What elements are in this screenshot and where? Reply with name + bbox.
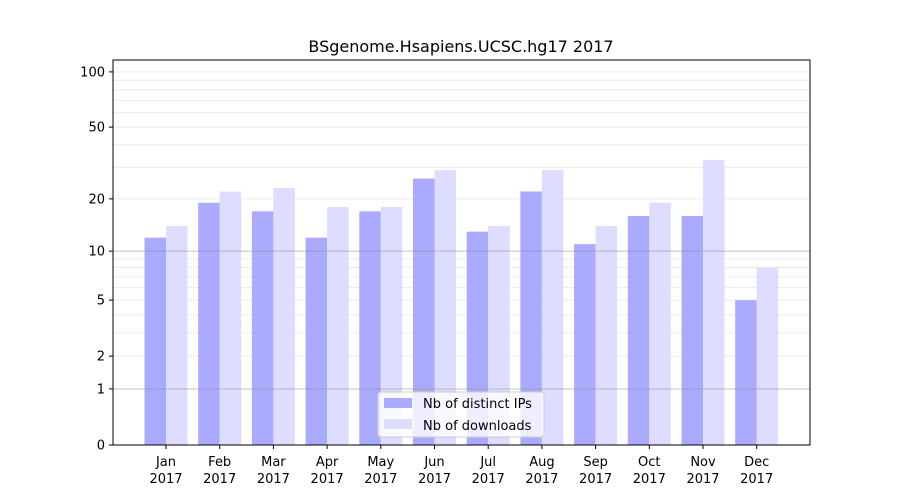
bar-downloads [273,188,295,445]
legend-swatch-downloads [384,419,412,429]
bar-downloads [488,226,510,445]
x-tick-label-year: 2017 [579,472,612,487]
legend-swatch-ips [384,398,412,408]
bar-downloads [595,226,618,445]
x-tick-label-month: Apr [316,455,339,470]
x-tick-label-year: 2017 [149,472,182,487]
x-tick-label-month: Oct [638,455,660,470]
x-tick-label-year: 2017 [364,472,397,487]
bar-distinct-ips [627,215,650,445]
bar-downloads [380,206,403,445]
x-tick-label-year: 2017 [525,472,558,487]
bar-downloads [703,159,725,446]
x-tick-label-year: 2017 [686,472,719,487]
bar-downloads [756,267,779,445]
bar-distinct-ips [574,244,596,445]
bar-distinct-ips [520,191,542,445]
y-tick-label: 0 [97,439,105,454]
x-tick-label-month: Mar [261,455,286,470]
x-tick-label-year: 2017 [418,472,451,487]
x-tick-label-year: 2017 [633,472,666,487]
x-tick-label-month: Feb [208,455,231,470]
x-tick-label-year: 2017 [740,472,773,487]
legend-label-ips: Nb of distinct IPs [423,397,532,412]
bar-distinct-ips [681,215,703,445]
y-tick-label: 2 [97,350,105,365]
x-tick-label-year: 2017 [203,472,236,487]
bar-downloads [166,226,188,445]
x-tick-label-month: Jun [423,455,444,470]
bar-distinct-ips [198,202,220,445]
y-tick-label: 20 [88,192,105,207]
bar-distinct-ips [144,237,166,445]
chart-title: BSgenome.Hsapiens.UCSC.hg17 2017 [308,37,613,56]
x-tick-label-month: May [367,455,394,470]
x-tick-label-month: Dec [744,455,769,470]
x-tick-label-year: 2017 [257,472,290,487]
y-tick-label: 1 [97,382,105,397]
bar-downloads [219,191,242,445]
bar-downloads [649,202,671,445]
x-tick-label-month: Aug [529,455,554,470]
bar-distinct-ips [359,211,381,445]
legend: Nb of distinct IPs Nb of downloads [377,391,545,438]
bar-distinct-ips [251,211,274,445]
x-tick-label-month: Sep [583,455,608,470]
legend-label-downloads: Nb of downloads [423,419,532,434]
x-tick-label-month: Nov [690,455,716,470]
bar-downloads [327,206,349,445]
x-tick-label-year: 2017 [311,472,344,487]
bar-distinct-ips [413,178,435,446]
bar-downloads [434,170,456,445]
x-tick-label-year: 2017 [472,472,505,487]
legend-box [377,391,545,438]
x-tick-label-month: Jan [155,455,176,470]
bar-downloads [541,170,564,445]
bar-distinct-ips [305,237,328,445]
y-tick-label: 50 [88,121,105,136]
x-tick-label-month: Jul [479,455,496,470]
y-tick-label: 10 [88,245,105,260]
bar-distinct-ips [735,300,757,445]
y-tick-label: 5 [97,294,105,309]
y-tick-label: 100 [80,65,105,80]
plot-frame [112,59,811,446]
